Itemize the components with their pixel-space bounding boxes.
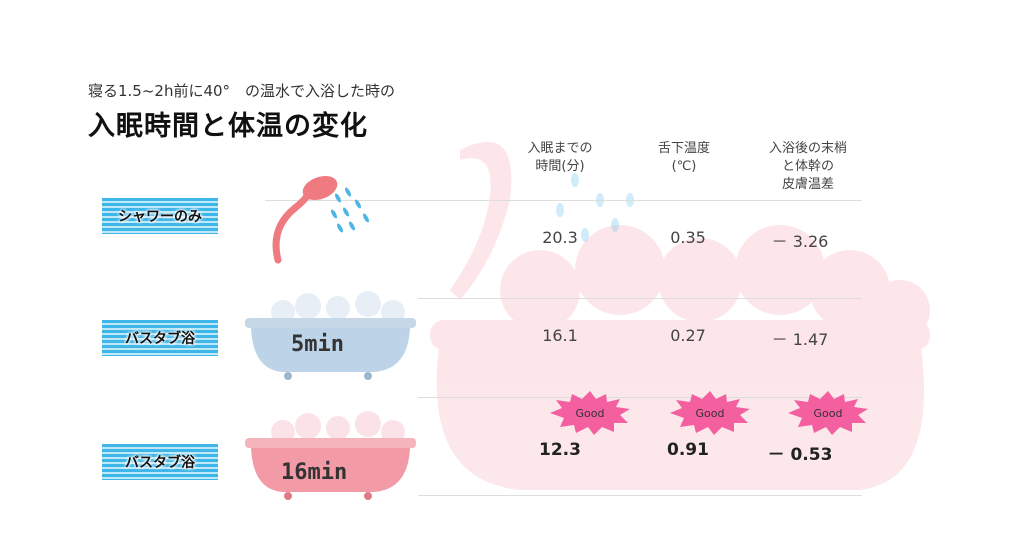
cell-16min-sleep-onset: 12.3 (539, 440, 581, 460)
shower-icon (272, 175, 370, 264)
tub-duration-label: 16min (281, 460, 348, 485)
row-label-text: バスタブ浴 (125, 331, 195, 347)
cell-16min-sublingual: 0.91 (667, 440, 709, 460)
good-badge-text: Good (695, 406, 725, 420)
cell-5min-skin-diff: － 1.47 (771, 330, 829, 349)
cell-shower-skin-diff: － 3.26 (771, 232, 829, 251)
bathtub-blue-icon: 5min (243, 290, 418, 380)
good-badge: Good (550, 391, 630, 435)
row-label-text: バスタブ浴 (125, 455, 195, 471)
cell-16min-skin-diff: － 0.53 (767, 445, 833, 465)
good-badge: Good (670, 391, 750, 435)
bathtub-pink-icon: 16min (243, 410, 418, 500)
page-title: 入眠時間と体温の変化 (88, 111, 368, 142)
column-header-line: 時間(分) (535, 159, 585, 174)
column-header-line: 舌下温度 (657, 141, 710, 156)
row-label-bathtub-5min: バスタブ浴 (102, 320, 218, 356)
subtitle: 寝る1.5~2h前に40° の温水で入浴した時の (88, 82, 396, 100)
cell-5min-sleep-onset: 16.1 (542, 326, 578, 345)
good-badge-text: Good (575, 406, 605, 420)
divider (418, 495, 862, 496)
divider (418, 298, 862, 299)
column-header-line: 入眠までの (527, 141, 593, 156)
cell-5min-sublingual: 0.27 (670, 326, 706, 345)
good-badge: Good (788, 391, 868, 435)
row-label-text: シャワーのみ (118, 209, 202, 225)
tub-duration-label: 5min (291, 332, 344, 357)
good-badge-text: Good (813, 406, 843, 420)
row-label-bathtub-16min: バスタブ浴 (102, 444, 218, 480)
column-header-line: 入浴後の末梢 (768, 141, 847, 156)
divider (265, 200, 862, 201)
column-header-skin-temp-diff: 入浴後の末梢 と体幹の 皮膚温差 (748, 140, 868, 194)
column-header-line: (℃) (671, 159, 697, 174)
column-header-sleep-onset: 入眠までの 時間(分) (500, 140, 620, 176)
column-header-sublingual-temp: 舌下温度 (℃) (624, 140, 744, 176)
cell-shower-sleep-onset: 20.3 (542, 228, 578, 247)
column-header-line: 皮膚温差 (781, 177, 834, 192)
row-label-shower: シャワーのみ (102, 198, 218, 234)
cell-shower-sublingual: 0.35 (670, 228, 706, 247)
column-header-line: と体幹の (781, 159, 834, 174)
divider (418, 397, 862, 398)
